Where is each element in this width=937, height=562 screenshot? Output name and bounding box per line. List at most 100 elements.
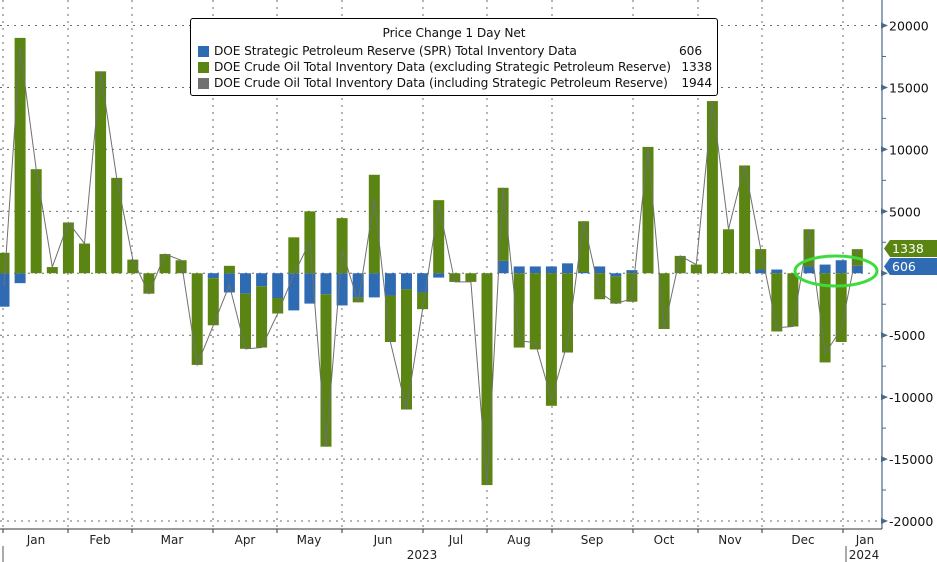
bar-spr: [578, 272, 590, 274]
y-tick-label: -15000: [889, 452, 933, 467]
bar-spr: [304, 273, 316, 304]
x-month-label: May: [297, 533, 322, 547]
y-tick-arrow: [881, 84, 888, 91]
y-tick-arrow: [881, 518, 888, 524]
bar-crude-ex-spr: [417, 292, 429, 310]
bar-crude-ex-spr: [175, 260, 187, 274]
bar-crude-ex-spr: [256, 286, 268, 348]
bar-crude-ex-spr: [465, 273, 477, 282]
legend-label: DOE Strategic Petroleum Reserve (SPR) To…: [214, 44, 577, 58]
bar-spr: [401, 273, 412, 290]
bar-crude-ex-spr: [14, 37, 26, 274]
x-year-label: 2023: [407, 548, 438, 562]
tag-spr-bg: [884, 258, 937, 275]
x-month-label: Dec: [791, 533, 814, 547]
bar-crude-ex-spr: [674, 255, 686, 274]
bar-spr: [384, 273, 396, 296]
bar-spr: [755, 269, 767, 274]
y-tick-arrow: [881, 146, 888, 153]
bar-crude-ex-spr: [690, 264, 702, 274]
bar-crude-ex-spr: [433, 200, 445, 274]
x-month-label: Feb: [89, 533, 110, 547]
legend-swatch-spr: [198, 46, 209, 57]
x-month-label: Jul: [448, 533, 463, 547]
bar-spr: [223, 273, 235, 293]
bar-crude-ex-spr: [529, 273, 541, 350]
bar-spr: [240, 273, 251, 294]
bar-crude-ex-spr: [46, 267, 58, 274]
bar-crude-ex-spr: [336, 218, 348, 274]
bar-crude-ex-spr: [610, 276, 622, 304]
bar-spr: [851, 265, 863, 274]
bar-spr: [513, 266, 525, 274]
bar-crude-ex-spr: [835, 273, 847, 343]
x-month-label: Jan: [26, 533, 46, 547]
legend-swatch-crude-incl-spr: [198, 78, 209, 89]
y-tick-arrow: [881, 332, 888, 339]
bar-spr: [320, 273, 332, 295]
bar-crude-ex-spr: [240, 293, 251, 349]
bar-spr: [545, 266, 557, 274]
y-tick-arrow: [881, 394, 888, 401]
x-month-label: Jun: [373, 533, 393, 547]
legend-item-crude-incl-spr: DOE Crude Oil Total Inventory Data (incl…: [198, 75, 712, 91]
bar-spr: [835, 260, 847, 274]
bar-crude-ex-spr: [723, 229, 734, 274]
bar-crude-ex-spr: [143, 273, 155, 294]
bar-crude-ex-spr: [384, 295, 396, 343]
legend-value: 1338: [681, 60, 712, 74]
legend-value: 1944: [681, 76, 712, 90]
bar-spr: [207, 273, 219, 279]
bar-crude-ex-spr: [819, 273, 831, 363]
x-month-label: Apr: [235, 533, 256, 547]
bar-spr: [529, 266, 541, 274]
x-month-label: Jan: [855, 533, 875, 547]
bar-spr: [771, 269, 783, 274]
legend-label: DOE Crude Oil Total Inventory Data (excl…: [214, 60, 671, 74]
bar-spr: [288, 273, 300, 311]
y-tick-label: 20000: [889, 19, 929, 34]
bar-crude-ex-spr: [787, 273, 799, 327]
bar-crude-ex-spr: [127, 259, 139, 274]
bar-crude-ex-spr: [642, 146, 654, 274]
x-axis: Jan Feb Mar Apr May Jun Jul Aug Sep Oct Nov Dec Jan2…: [0, 528, 882, 562]
legend-label: DOE Crude Oil Total Inventory Data (incl…: [214, 76, 668, 90]
tag-crude-ex-spr-bg: [884, 240, 937, 257]
bar-crude-ex-spr: [288, 237, 300, 274]
bar-crude-ex-spr: [111, 177, 123, 274]
bar-crude-ex-spr: [207, 278, 219, 326]
bar-crude-ex-spr: [658, 273, 670, 329]
y-tick-arrow: [881, 270, 888, 277]
x-month-label: Sep: [581, 533, 604, 547]
bar-spr: [433, 273, 445, 278]
y-tick-arrow: [881, 22, 888, 29]
bar-spr: [368, 273, 380, 298]
y-tick-label: -20000: [889, 514, 933, 529]
bar-crude-ex-spr: [481, 273, 493, 486]
legend-swatch-crude-ex-spr: [198, 62, 209, 73]
bar-spr: [562, 263, 573, 274]
bar-crude-ex-spr: [739, 165, 751, 274]
bar-crude-ex-spr: [191, 273, 203, 365]
x-month-label: Nov: [718, 533, 741, 547]
bar-spr: [803, 266, 815, 274]
bar-crude-ex-spr: [368, 174, 380, 274]
line-crude-incl-spr: [3, 47, 858, 486]
legend: Price Change 1 Day Net DOE Strategic Pet…: [190, 18, 718, 96]
x-year-label: 2024: [849, 548, 880, 562]
tag-spr: 606: [892, 259, 916, 274]
bar-spr: [336, 273, 348, 306]
legend-value: 606: [679, 44, 702, 58]
x-month-label: Aug: [507, 533, 530, 547]
y-tick-label: -10000: [889, 390, 933, 405]
bar-crude-ex-spr: [562, 273, 573, 353]
y-tick-label: -5000: [889, 328, 925, 343]
bar-spr: [819, 264, 831, 274]
bar-crude-ex-spr: [449, 273, 461, 282]
bar-crude-ex-spr: [513, 273, 525, 348]
bar-crude-ex-spr: [497, 187, 509, 261]
last-value-tags: 1338 606: [884, 240, 937, 275]
tag-crude-ex-spr: 1338: [892, 241, 924, 256]
bar-crude-ex-spr: [320, 294, 332, 447]
